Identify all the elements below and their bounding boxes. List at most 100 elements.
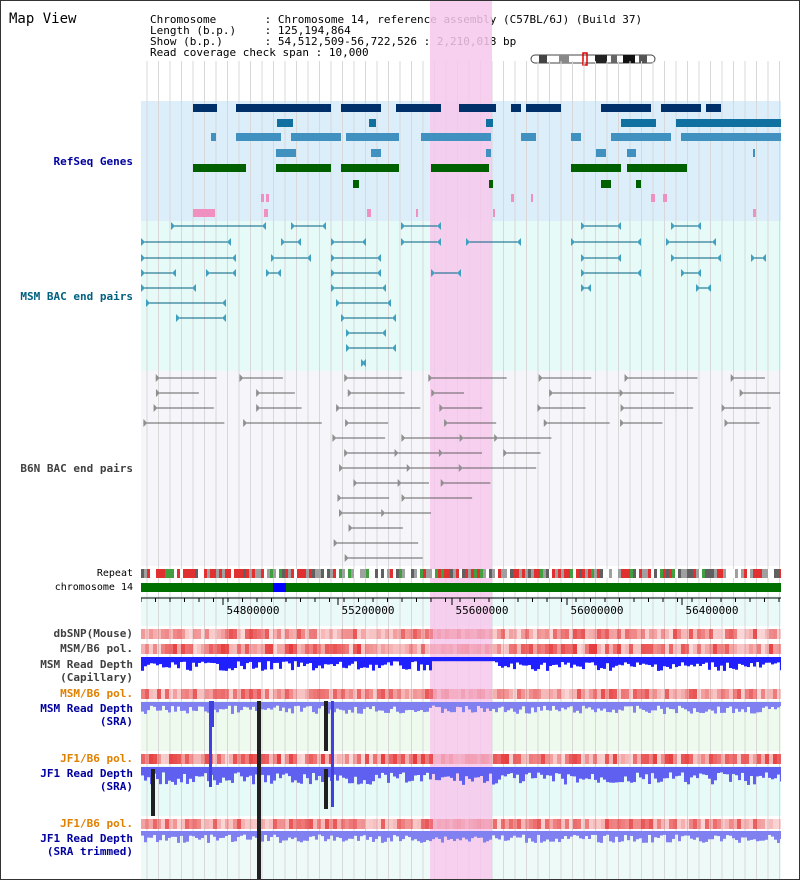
msm-capillary-depth-bar [318, 657, 321, 666]
dbsnp-cell [681, 629, 685, 639]
msm-b6-pol-cell [213, 644, 217, 654]
jf1-b6-pol2-cell [293, 819, 297, 829]
msm-bac-end [671, 254, 675, 262]
jf1-b6-pol2-cell [317, 819, 321, 829]
repeat-element [675, 569, 678, 578]
msm-capillary-depth-bar [678, 657, 681, 667]
msm-b6-pol-cell [525, 644, 529, 654]
msm-sra-depth-bar [570, 702, 573, 707]
jf1-b6-pol-cell [697, 754, 701, 764]
jf1-b6-pol2-cell [193, 819, 197, 829]
msm-b6-pol2-cell [449, 689, 453, 699]
info-key: Read coverage check span [150, 46, 309, 59]
dbsnp-cell [185, 629, 189, 639]
jf1-b6-pol2-cell [341, 819, 345, 829]
msm-capillary-depth-bar [735, 657, 738, 670]
jf1-b6-pol2-cell [285, 819, 289, 829]
dbsnp-cell [249, 629, 253, 639]
msm-capillary-depth-bar [558, 657, 561, 668]
dbsnp-cell [429, 629, 433, 639]
jf1-trimmed-depth-bar [336, 831, 339, 838]
msm-sra-depth-bar [174, 702, 177, 712]
msm-b6-pol2-cell [717, 689, 721, 699]
jf1-b6-pol2-cell [209, 819, 213, 829]
msm-sra-depth-bar [318, 702, 321, 709]
msm-bac-end [457, 269, 461, 277]
jf1-sra-depth-bar [468, 767, 471, 779]
repeat-element [201, 569, 204, 578]
jf1-b6-pol-cell [473, 754, 477, 764]
repeat-element [393, 569, 396, 578]
jf1-trimmed-depth-bar [384, 831, 387, 842]
dbsnp-cell [309, 629, 313, 639]
msm-sra-depth-bar [459, 702, 462, 708]
msm-b6-pol-cell [629, 644, 633, 654]
msm-sra-depth-bar [252, 702, 255, 707]
jf1-sra-depth-bar [312, 767, 315, 774]
msm-sra-depth-bar [183, 702, 186, 711]
jf1-b6-pol-cell [557, 754, 561, 764]
dbsnp-cell [749, 629, 753, 639]
msm-capillary-depth-bar [738, 657, 741, 664]
msm-capillary-depth-bar [465, 657, 468, 662]
repeat-element [768, 569, 771, 578]
jf1-trimmed-depth-bar [762, 831, 765, 841]
msm-sra-depth-bar [312, 702, 315, 713]
gene-feature [341, 104, 381, 112]
jf1-sra-depth-bar [513, 767, 516, 779]
msm-capillary-depth-bar [207, 657, 210, 663]
msm-sra-depth-bar [390, 702, 393, 710]
msm-b6-pol2-cell [157, 689, 161, 699]
jf1-sra-depth-bar [465, 767, 468, 777]
dbsnp-cell [589, 629, 593, 639]
msm-bac-end [172, 269, 176, 277]
msm-capillary-depth-bar [177, 657, 180, 669]
jf1-b6-pol-cell [641, 754, 645, 764]
jf1-trimmed-depth-bar [225, 831, 228, 837]
jf1-sra-depth-bar [177, 767, 180, 779]
jf1-b6-pol2-cell [733, 819, 737, 829]
msm-bac-end [697, 222, 701, 230]
jf1-b6-pol2-cell [621, 819, 625, 829]
jf1-b6-pol2-cell [361, 819, 365, 829]
jf1-b6-pol-cell [293, 754, 297, 764]
b6n-bac-end [543, 419, 548, 427]
jf1-trimmed-depth-bar [237, 831, 240, 838]
msm-b6-pol2-cell [633, 689, 637, 699]
jf1-sra-depth-bar [627, 767, 630, 782]
b6n-bac-end [401, 494, 406, 502]
jf1-b6-pol2-cell [769, 819, 773, 829]
msm-sra-depth-bar [462, 702, 465, 713]
dbsnp-cell [573, 629, 577, 639]
msm-b6-pol-cell [757, 644, 761, 654]
msm-b6-pol-cell [593, 644, 597, 654]
gene-feature [661, 104, 701, 112]
jf1-b6-pol-cell [245, 754, 249, 764]
dbsnp-cell [649, 629, 653, 639]
jf1-trimmed-depth-bar [420, 831, 423, 843]
repeat-element [633, 569, 636, 578]
msm-b6-pol2-cell [173, 689, 177, 699]
msm-capillary-depth-bar [372, 657, 375, 671]
jf1-b6-pol-cell [713, 754, 717, 764]
dbsnp-cell [753, 629, 757, 639]
dbsnp-cell [321, 629, 325, 639]
msm-sra-depth-bar [600, 702, 603, 711]
jf1-sra-depth-bar [384, 767, 387, 775]
jf1-trimmed-depth-bar [633, 831, 636, 842]
msm-b6-pol-label-2: MSM/B6 pol. [60, 687, 133, 700]
genome-track-area[interactable]: 54800000 55200000 55600000 56000000 56400000 [141, 1, 781, 880]
msm-capillary-depth-bar [483, 657, 486, 662]
msm-b6-pol2-cell [373, 689, 377, 699]
jf1-trimmed-depth-bar [222, 831, 225, 838]
repeat-element [180, 569, 183, 578]
msm-capillary-depth-bar [273, 657, 276, 663]
msm-capillary-depth-bar [228, 657, 231, 669]
jf1-sra-depth-bar [147, 767, 150, 778]
msm-sra-depth-bar [771, 702, 774, 707]
repeat-element [618, 569, 621, 578]
dbsnp-cell [585, 629, 589, 639]
chromosome-ideogram[interactable] [529, 51, 659, 67]
chromosome-gap [273, 583, 286, 592]
jf1-trimmed-depth-bar [288, 831, 291, 838]
